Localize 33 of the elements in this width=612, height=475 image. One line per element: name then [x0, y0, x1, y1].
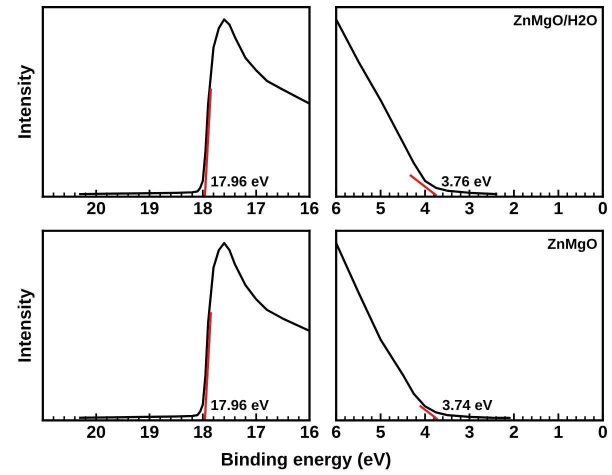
x-tick-label: 18: [194, 426, 212, 438]
annotation: 17.96 eV: [211, 176, 269, 186]
x-tick-label: 20: [87, 426, 106, 438]
x-tick-label: 1: [554, 426, 563, 438]
x-tick-label: 19: [140, 426, 159, 438]
x-tick-label: 4: [420, 202, 430, 214]
x-tick-label: 6: [332, 426, 340, 438]
x-tick-label: 16: [300, 426, 319, 438]
x-tick-label: 1: [554, 202, 563, 214]
x-tick-label: 18: [194, 202, 212, 214]
x-tick-label: 20: [87, 202, 106, 214]
x-tick-label: 3: [465, 202, 474, 214]
annotation: ZnMgO/H2O: [514, 14, 597, 28]
y-axis-title: Intensity: [18, 64, 35, 138]
x-tick-label: 17: [248, 426, 266, 438]
x-tick-label: 19: [140, 202, 159, 214]
x-tick-label: 0: [598, 426, 607, 438]
x-tick-label: 2: [510, 426, 518, 438]
x-tick-label: 3: [465, 426, 474, 438]
x-tick-label: 6: [332, 202, 340, 214]
x-tick-label: 5: [376, 426, 385, 438]
x-tick-label: 4: [420, 426, 430, 438]
annotation: ZnMgO: [548, 238, 597, 252]
annotation: 3.74 eV: [442, 400, 492, 410]
annotation: 3.76 eV: [442, 176, 492, 187]
x-tick-label: 2: [510, 202, 518, 214]
x-tick-label: 0: [598, 202, 607, 214]
y-axis-title: Intensity: [18, 288, 35, 362]
annotation: 17.96 eV: [211, 400, 269, 410]
x-tick-label: 17: [248, 202, 266, 214]
x-tick-label: 16: [300, 202, 319, 214]
x-tick-label: 5: [376, 202, 385, 214]
x-axis-title: Binding energy (eV): [222, 452, 390, 470]
